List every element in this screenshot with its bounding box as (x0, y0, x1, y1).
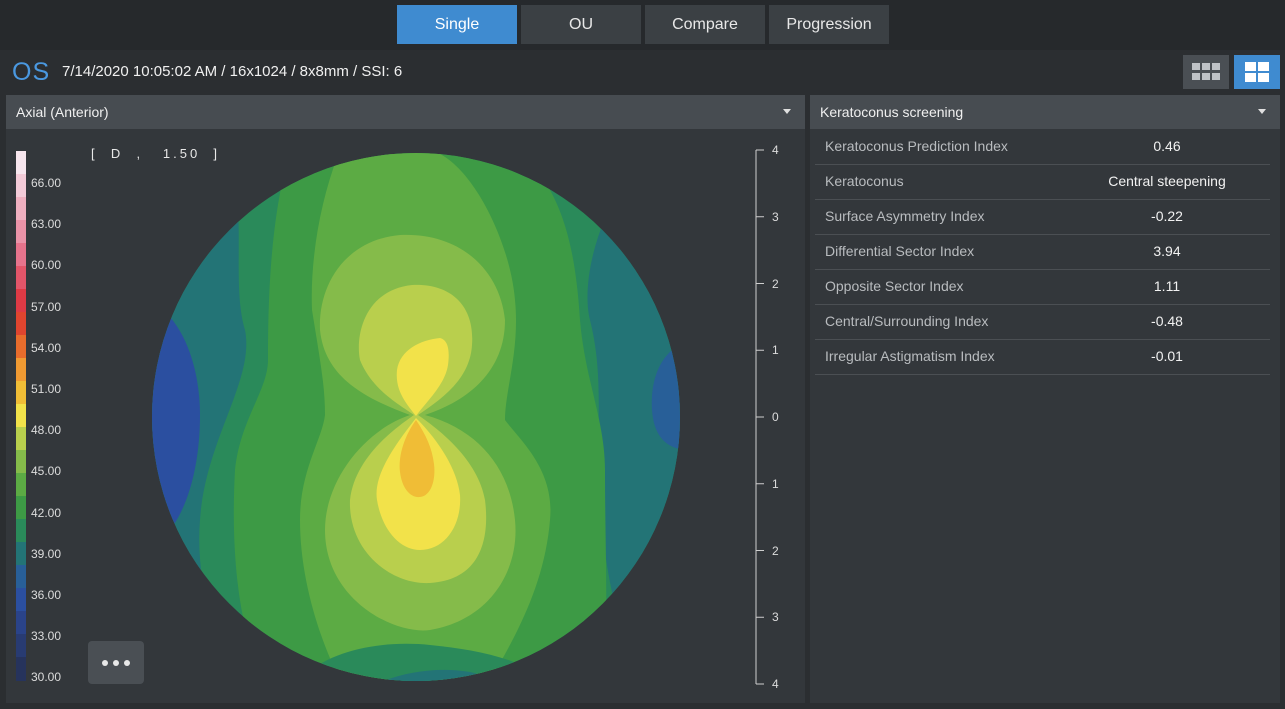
screening-row-label: Keratoconus Prediction Index (825, 138, 1008, 154)
layout-3x2-button[interactable] (1183, 55, 1229, 89)
legend-value: 39.00 (31, 546, 62, 561)
legend-swatch (16, 588, 26, 612)
screening-panel (810, 95, 1280, 703)
scale-label: 1 (772, 476, 779, 491)
legend-swatch (16, 404, 26, 428)
legend-swatch (16, 335, 26, 359)
legend-swatch (16, 565, 26, 589)
legend-value: 45.00 (31, 464, 62, 479)
scale-label: 3 (772, 610, 779, 625)
top-tab-bar: Single OU Compare Progression (0, 0, 1285, 50)
grid-3x2-icon (1192, 63, 1220, 80)
screening-row-label: Differential Sector Index (825, 243, 975, 259)
layout-2x2-button[interactable] (1234, 55, 1280, 89)
legend-value: 54.00 (31, 340, 62, 355)
legend-value: 60.00 (31, 258, 62, 273)
legend-swatch (16, 427, 26, 451)
screening-row: Differential Sector Index 3.94 (815, 235, 1270, 270)
scale-label: 4 (772, 143, 779, 157)
tab-single[interactable]: Single (397, 5, 517, 44)
legend-swatch (16, 519, 26, 543)
legend-value: 33.00 (31, 629, 62, 644)
legend-swatch (16, 151, 26, 175)
screening-row: Irregular Astigmatism Index -0.01 (815, 340, 1270, 375)
scan-info: 7/14/2020 10:05:02 AM / 16x1024 / 8x8mm … (62, 63, 403, 80)
legend-swatch (16, 381, 26, 405)
legend-value: 42.00 (31, 505, 62, 520)
legend-value: 57.00 (31, 299, 62, 314)
map-unit-label: [ D , 1.50 ] (91, 146, 221, 161)
legend-swatch (16, 358, 26, 382)
legend-swatch (16, 312, 26, 336)
chevron-down-icon (783, 109, 791, 114)
scale-label: 2 (772, 543, 779, 558)
tab-compare[interactable]: Compare (645, 5, 765, 44)
screening-row-label: Irregular Astigmatism Index (825, 348, 995, 364)
legend-swatch (16, 243, 26, 267)
tab-ou[interactable]: OU (521, 5, 641, 44)
legend-value: 51.00 (31, 382, 62, 396)
legend-value: 36.00 (31, 588, 62, 602)
legend-swatch (16, 220, 26, 244)
legend-swatch (16, 197, 26, 221)
tab-progression[interactable]: Progression (769, 5, 889, 44)
map-type-label: Axial (Anterior) (16, 104, 109, 120)
map-type-select[interactable]: Axial (Anterior) (6, 95, 805, 129)
screening-row: Opposite Sector Index 1.11 (815, 270, 1270, 305)
more-options-button[interactable] (88, 641, 144, 684)
scale-label: 3 (772, 209, 779, 224)
screening-row: Central/Surrounding Index -0.48 (815, 305, 1270, 340)
legend-value: 66.00 (31, 176, 62, 190)
legend-swatch (16, 657, 26, 681)
legend-swatch (16, 496, 26, 520)
legend-value: 30.00 (31, 670, 62, 685)
analysis-select-label: Keratoconus screening (820, 104, 964, 120)
legend-swatch (16, 450, 26, 474)
screening-row-label: Surface Asymmetry Index (825, 208, 985, 224)
grid-2x2-icon (1245, 62, 1269, 82)
screening-row: Keratoconus Central steepening (815, 165, 1270, 200)
legend-swatch (16, 611, 26, 635)
screening-row-label: Keratoconus (825, 173, 904, 189)
legend-swatch (16, 174, 26, 198)
legend-swatch (16, 634, 26, 658)
chevron-down-icon (1258, 109, 1266, 114)
scale-label: 0 (772, 410, 779, 424)
legend-value: 48.00 (31, 423, 62, 438)
scale-label: 4 (772, 677, 779, 691)
screening-row: Keratoconus Prediction Index 0.46 (815, 130, 1270, 165)
scale-label: 2 (772, 276, 779, 291)
eye-label: OS (12, 58, 51, 86)
legend-swatch (16, 266, 26, 290)
legend-swatch (16, 542, 26, 566)
screening-row-label: Central/Surrounding Index (825, 313, 989, 329)
analysis-select[interactable]: Keratoconus screening (810, 95, 1280, 129)
scale-label: 1 (772, 343, 779, 358)
screening-row: Surface Asymmetry Index -0.22 (815, 200, 1270, 235)
legend-swatch (16, 473, 26, 497)
screening-row-label: Opposite Sector Index (825, 278, 964, 294)
legend-value: 63.00 (31, 217, 62, 232)
scan-info-bar (0, 50, 1285, 94)
legend-swatch (16, 289, 26, 313)
more-icon (102, 659, 130, 666)
